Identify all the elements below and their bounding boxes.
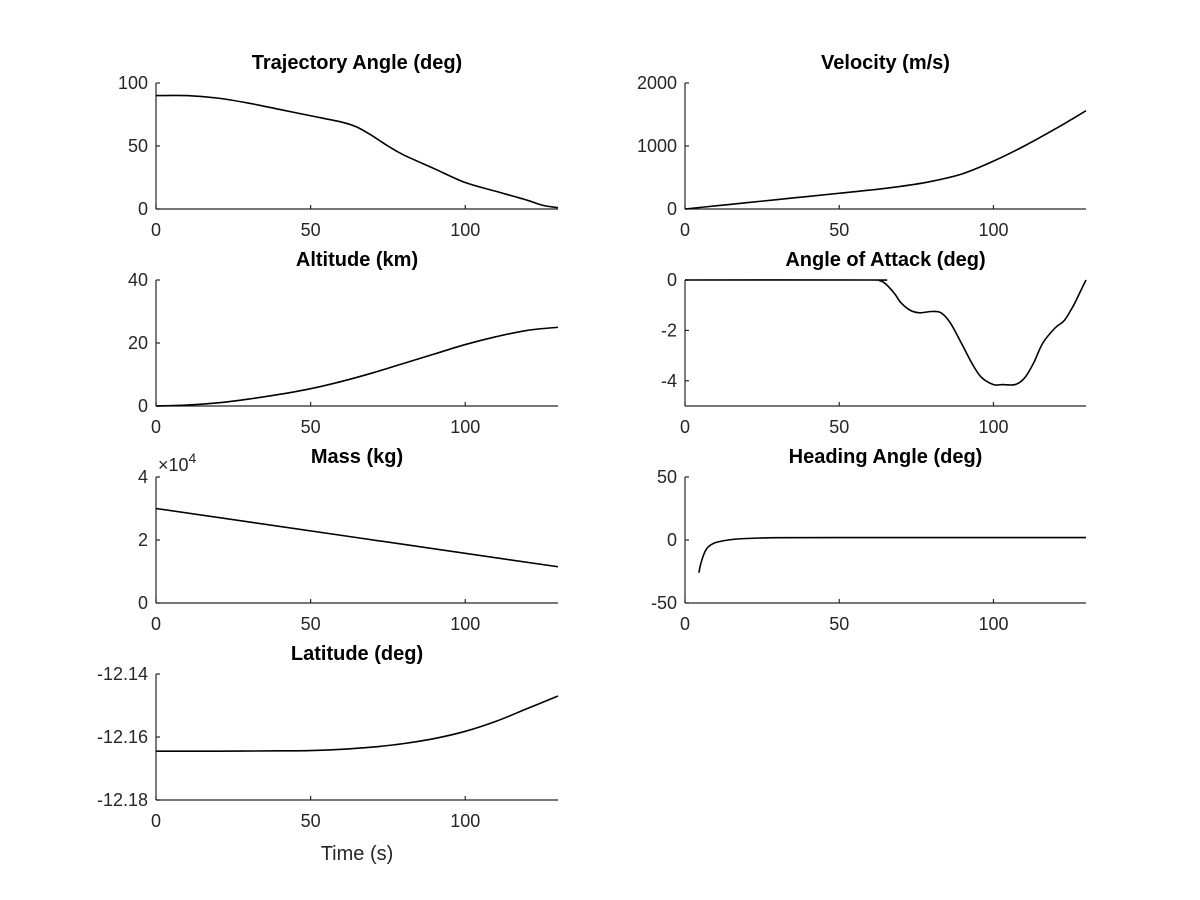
latitude-y-tick-label: -12.18 <box>97 790 148 810</box>
altitude-title: Altitude (km) <box>296 249 418 271</box>
trajectory-series-line <box>155 94 559 209</box>
aoa-title: Angle of Attack (deg) <box>785 249 985 271</box>
mass-y-exponent: ×104 <box>158 450 197 475</box>
latitude-chart: Latitude (deg) 0 50 100 -12.18 -12.16 -12.14 Ti… <box>97 643 559 865</box>
velocity-title: Velocity (m/s) <box>821 52 950 74</box>
altitude-chart: Altitude (km) 0 50 100 0 20 40 <box>128 249 559 437</box>
mass-y-exponent-power: 4 <box>189 450 197 466</box>
aoa-y-tick-label: 0 <box>667 270 677 290</box>
heading-title: Heading Angle (deg) <box>789 446 983 468</box>
latitude-x-tick-label: 50 <box>301 811 321 831</box>
aoa-y-tick-label: -4 <box>661 371 677 391</box>
altitude-y-tick-label: 20 <box>128 333 148 353</box>
heading-x-tick-label: 100 <box>978 614 1008 634</box>
heading-y-tick-label: 50 <box>657 467 677 487</box>
mass-series-line <box>155 507 559 568</box>
altitude-x-tick-label: 0 <box>151 417 161 437</box>
latitude-title: Latitude (deg) <box>291 643 423 665</box>
altitude-y-tick-label: 40 <box>128 270 148 290</box>
altitude-x-tick-label: 100 <box>450 417 480 437</box>
altitude-y-tick-label: 0 <box>138 396 148 416</box>
altitude-series-line <box>155 326 559 407</box>
trajectory-x-tick-label: 0 <box>151 220 161 240</box>
aoa-chart: Angle of Attack (deg) 0 50 100 -4 -2 0 <box>661 249 1087 437</box>
latitude-series-line <box>155 695 559 753</box>
mass-y-tick-label: 4 <box>138 467 148 487</box>
velocity-series-line <box>684 110 1087 210</box>
velocity-y-tick-label: 2000 <box>637 73 677 93</box>
mass-x-tick-label: 50 <box>301 614 321 634</box>
heading-x-tick-label: 0 <box>680 614 690 634</box>
mass-x-tick-label: 100 <box>450 614 480 634</box>
latitude-y-tick-label: -12.16 <box>97 727 148 747</box>
mass-x-tick-label: 0 <box>151 614 161 634</box>
trajectory-chart: Trajectory Angle (deg) 0 50 100 0 50 100 <box>118 52 559 240</box>
velocity-x-tick-label: 0 <box>680 220 690 240</box>
velocity-x-tick-label: 100 <box>978 220 1008 240</box>
trajectory-title: Trajectory Angle (deg) <box>252 52 462 74</box>
aoa-x-tick-label: 0 <box>680 417 690 437</box>
mass-y-exponent-base: ×10 <box>158 455 189 475</box>
latitude-y-tick-label: -12.14 <box>97 664 148 684</box>
trajectory-y-tick-label: 0 <box>138 199 148 219</box>
mass-y-tick-label: 0 <box>138 593 148 613</box>
aoa-x-tick-label: 50 <box>829 417 849 437</box>
aoa-x-tick-label: 100 <box>978 417 1008 437</box>
velocity-y-tick-label: 0 <box>667 199 677 219</box>
heading-y-tick-label: 0 <box>667 530 677 550</box>
trajectory-y-tick-label: 50 <box>128 136 148 156</box>
mass-title: Mass (kg) <box>311 446 403 468</box>
heading-series-line <box>698 536 1086 573</box>
latitude-x-tick-label: 0 <box>151 811 161 831</box>
trajectory-y-tick-label: 100 <box>118 73 148 93</box>
mass-y-tick-label: 2 <box>138 530 148 550</box>
trajectory-x-tick-label: 100 <box>450 220 480 240</box>
altitude-x-tick-label: 50 <box>301 417 321 437</box>
velocity-y-tick-label: 1000 <box>637 136 677 156</box>
latitude-x-label: Time (s) <box>321 843 394 865</box>
aoa-y-tick-label: -2 <box>661 320 677 340</box>
trajectory-x-tick-label: 50 <box>301 220 321 240</box>
aoa-series-line <box>684 279 1087 386</box>
heading-x-tick-label: 50 <box>829 614 849 634</box>
latitude-x-tick-label: 100 <box>450 811 480 831</box>
velocity-x-tick-label: 50 <box>829 220 849 240</box>
heading-y-tick-label: -50 <box>651 593 677 613</box>
